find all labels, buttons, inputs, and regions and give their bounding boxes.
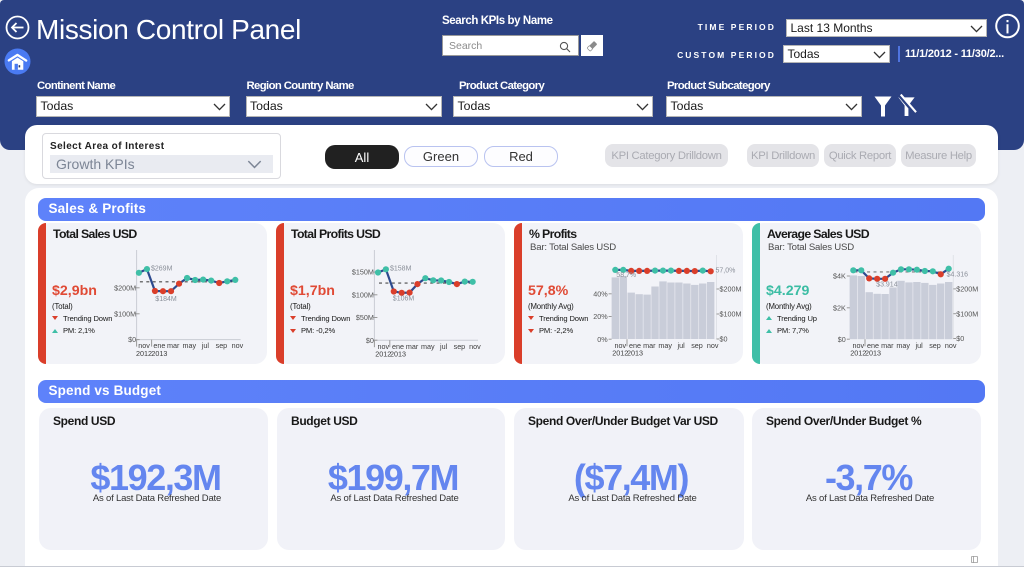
svg-text:2012: 2012 bbox=[375, 349, 391, 358]
svg-text:ene: ene bbox=[392, 342, 404, 351]
svg-text:jul: jul bbox=[201, 341, 210, 350]
svg-text:$100M: $100M bbox=[956, 309, 978, 318]
svg-text:nov: nov bbox=[232, 341, 244, 350]
svg-text:2013: 2013 bbox=[390, 349, 406, 358]
svg-text:mar: mar bbox=[167, 341, 180, 350]
svg-text:$106M: $106M bbox=[393, 296, 415, 303]
svg-text:$4K: $4K bbox=[833, 272, 846, 281]
svg-text:$50M: $50M bbox=[356, 313, 374, 322]
svg-text:$0: $0 bbox=[720, 335, 728, 344]
svg-text:40%: 40% bbox=[593, 289, 608, 298]
svg-text:may: may bbox=[896, 341, 910, 350]
svg-text:may: may bbox=[182, 341, 196, 350]
svg-text:$0: $0 bbox=[366, 336, 374, 345]
svg-text:sep: sep bbox=[691, 341, 703, 350]
svg-text:may: may bbox=[421, 342, 435, 351]
svg-text:$4.316: $4.316 bbox=[947, 272, 969, 279]
svg-text:$200M: $200M bbox=[956, 285, 978, 294]
svg-text:nov: nov bbox=[138, 341, 150, 350]
svg-text:nov: nov bbox=[853, 341, 865, 350]
svg-text:$158M: $158M bbox=[390, 266, 412, 273]
svg-text:$100M: $100M bbox=[114, 309, 136, 318]
svg-text:ene: ene bbox=[153, 341, 165, 350]
svg-text:$100M: $100M bbox=[352, 290, 374, 299]
svg-text:nov: nov bbox=[615, 341, 627, 350]
svg-text:sep: sep bbox=[929, 341, 941, 350]
svg-text:$0: $0 bbox=[838, 335, 846, 344]
svg-text:58,7%: 58,7% bbox=[616, 272, 636, 279]
svg-text:$200M: $200M bbox=[720, 285, 742, 294]
svg-text:nov: nov bbox=[469, 342, 481, 351]
svg-text:$184M: $184M bbox=[155, 296, 177, 303]
svg-text:jul: jul bbox=[439, 342, 448, 351]
svg-text:nov: nov bbox=[945, 341, 957, 350]
svg-text:2012: 2012 bbox=[136, 349, 152, 358]
svg-text:sep: sep bbox=[216, 341, 228, 350]
svg-text:$200M: $200M bbox=[114, 283, 136, 292]
svg-text:mar: mar bbox=[406, 342, 419, 351]
svg-text:jul: jul bbox=[676, 341, 685, 350]
svg-text:$269M: $269M bbox=[151, 266, 173, 273]
svg-text:2013: 2013 bbox=[151, 349, 167, 358]
svg-text:ene: ene bbox=[629, 341, 641, 350]
svg-text:sep: sep bbox=[454, 342, 466, 351]
svg-text:nov: nov bbox=[707, 341, 719, 350]
svg-text:$2K: $2K bbox=[833, 303, 846, 312]
svg-text:2012: 2012 bbox=[850, 348, 866, 357]
svg-text:0%: 0% bbox=[597, 335, 608, 344]
svg-text:$150M: $150M bbox=[352, 268, 374, 277]
svg-text:2013: 2013 bbox=[865, 348, 881, 357]
svg-text:57,0%: 57,0% bbox=[716, 267, 736, 274]
svg-text:nov: nov bbox=[378, 342, 390, 351]
svg-text:$0: $0 bbox=[956, 334, 964, 343]
svg-text:mar: mar bbox=[881, 341, 894, 350]
svg-text:$3.914: $3.914 bbox=[876, 282, 898, 289]
svg-text:2013: 2013 bbox=[627, 348, 643, 357]
svg-text:$0: $0 bbox=[128, 335, 136, 344]
svg-text:may: may bbox=[658, 341, 672, 350]
svg-text:$100M: $100M bbox=[720, 310, 742, 319]
svg-text:ene: ene bbox=[867, 341, 879, 350]
svg-text:mar: mar bbox=[643, 341, 656, 350]
svg-text:2012: 2012 bbox=[612, 348, 628, 357]
svg-text:jul: jul bbox=[914, 341, 923, 350]
svg-text:20%: 20% bbox=[593, 312, 608, 321]
